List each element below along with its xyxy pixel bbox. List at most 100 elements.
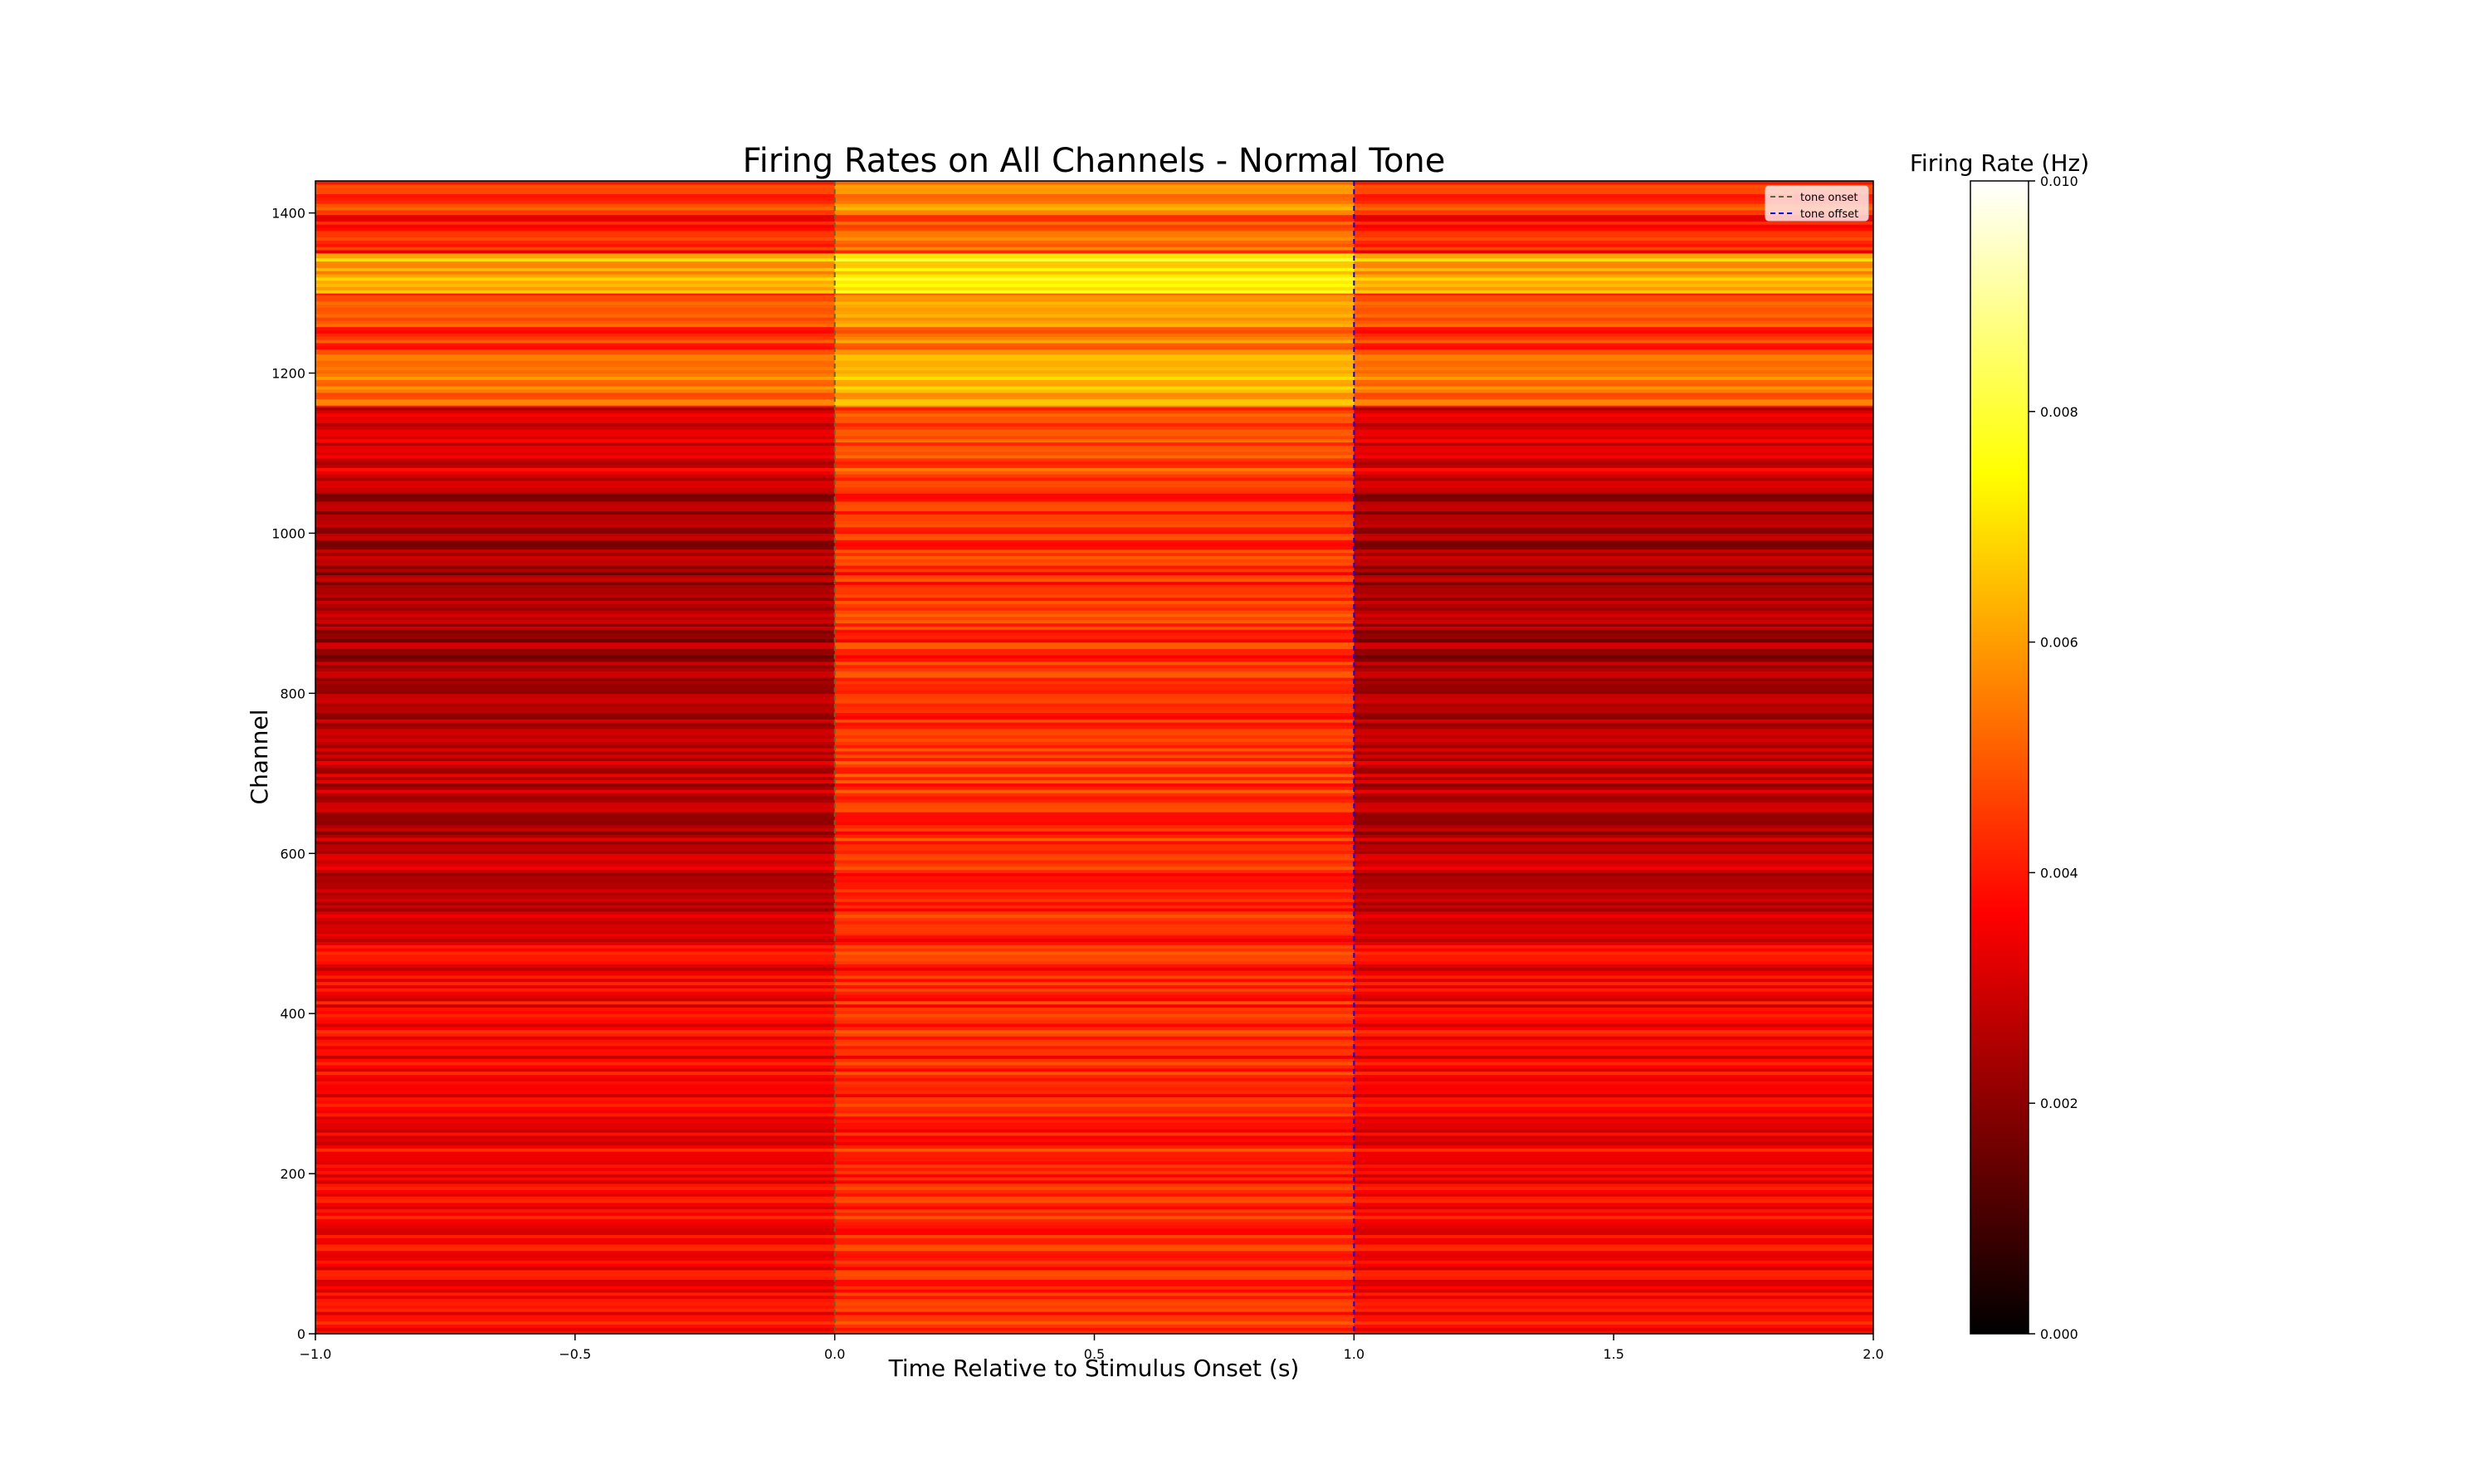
heatmap-cell [1354,233,1873,238]
heatmap-cell [1354,610,1873,614]
heatmap-cell [315,773,836,778]
heatmap-cell [315,988,836,992]
heatmap-cell [834,981,1355,986]
heatmap-cell [834,1228,1355,1233]
heatmap-cell [834,876,1355,880]
heatmap-cell [834,638,1355,643]
heatmap-cell [315,549,836,554]
heatmap-cell [315,603,836,608]
heatmap-cell [834,764,1355,768]
y-tick-label: 600 [280,846,305,862]
heatmap-cell [834,1221,1355,1226]
heatmap-cell [315,1160,836,1165]
heatmap-cell [315,240,836,244]
heatmap-cell [834,197,1355,201]
heatmap-cell [315,471,836,475]
colorbar-label: Firing Rate (Hz) [1910,149,2089,177]
heatmap-cell [315,960,836,964]
heatmap-cell [315,385,836,390]
heatmap-cell [834,1291,1355,1296]
heatmap-cell [834,930,1355,935]
heatmap-cell [1354,629,1873,633]
heatmap-cell [1354,789,1873,793]
heatmap-cell [1354,876,1873,880]
heatmap-cell [834,483,1355,488]
heatmap-cell [834,686,1355,691]
heatmap-cell [1354,1266,1873,1271]
heatmap-cell [834,542,1355,547]
heatmap-cell [315,392,836,397]
heatmap-cell [834,967,1355,971]
heatmap-cell [315,935,836,940]
heatmap-cell [315,1145,836,1149]
heatmap-cell [834,895,1355,899]
heatmap-cell [315,536,836,540]
heatmap-cell [834,597,1355,602]
heatmap-cell [315,1164,836,1168]
heatmap-cell [834,1243,1355,1248]
heatmap-cell [1354,632,1873,637]
heatmap-cell [315,895,836,899]
heatmap-cell [315,467,836,471]
heatmap-cell [834,452,1355,456]
heatmap-cell [834,495,1355,499]
heatmap-cell [834,1208,1355,1213]
heatmap-cell [834,1119,1355,1123]
heatmap-cell [315,709,836,714]
heatmap-cell [834,1202,1355,1207]
heatmap-cell [834,1045,1355,1050]
heatmap-cell [1354,926,1873,931]
heatmap-cell [315,203,836,207]
heatmap-cell [1354,1260,1873,1264]
heatmap-cell [834,369,1355,374]
heatmap-cell [315,398,836,403]
heatmap-cell [1354,991,1873,995]
heatmap-cell [315,1103,836,1107]
heatmap-cell [315,686,836,691]
heatmap-cell [834,728,1355,733]
heatmap-cell [834,471,1355,475]
heatmap-cell [834,802,1355,806]
heatmap-cell [834,345,1355,350]
x-axis: −1.0 −0.5 0.0 0.5 1.0 1.5 2.0 [300,1334,1884,1362]
heatmap-cell [1354,1032,1873,1037]
heatmap-cell [1354,1122,1873,1126]
heatmap-cell [315,517,836,521]
heatmap-cell [834,363,1355,368]
heatmap-cell [1354,539,1873,544]
heatmap-cell [315,1148,836,1152]
heatmap-cell [315,1179,836,1184]
heatmap-cell [315,1064,836,1069]
heatmap-cell [834,297,1355,302]
x-tick-label: 1.5 [1603,1346,1623,1362]
x-tick-label: 0.0 [824,1346,845,1362]
heatmap-cell [315,1298,836,1303]
heatmap-cell [1354,471,1873,475]
heatmap-cell [315,1228,836,1233]
heatmap-cell [1354,435,1873,440]
colorbar-tick-label: 0.004 [2040,865,2078,881]
heatmap-cell [1354,683,1873,688]
heatmap-cell [1354,559,1873,563]
heatmap-cell [315,607,836,611]
heatmap-cell [315,1301,836,1306]
heatmap-cell [315,974,836,979]
heatmap-cell [834,1224,1355,1229]
heatmap-cell [1354,1276,1873,1281]
heatmap-cell [1354,584,1873,588]
heatmap-cell [315,1282,836,1286]
heatmap-cell [834,392,1355,397]
heatmap-cell [1354,869,1873,873]
heatmap-cell [834,1193,1355,1197]
heatmap-cell [315,1062,836,1066]
heatmap-cell [315,280,836,285]
y-tick-label: 1000 [271,525,305,541]
heatmap-cell [315,735,836,739]
heatmap-cell [315,1317,836,1322]
heatmap-cell [834,1141,1355,1145]
heatmap-cell [315,769,836,774]
heatmap-cell [1354,536,1873,540]
heatmap-cell [1354,1026,1873,1031]
heatmap-cell [1354,619,1873,624]
heatmap-cell [1354,600,1873,604]
